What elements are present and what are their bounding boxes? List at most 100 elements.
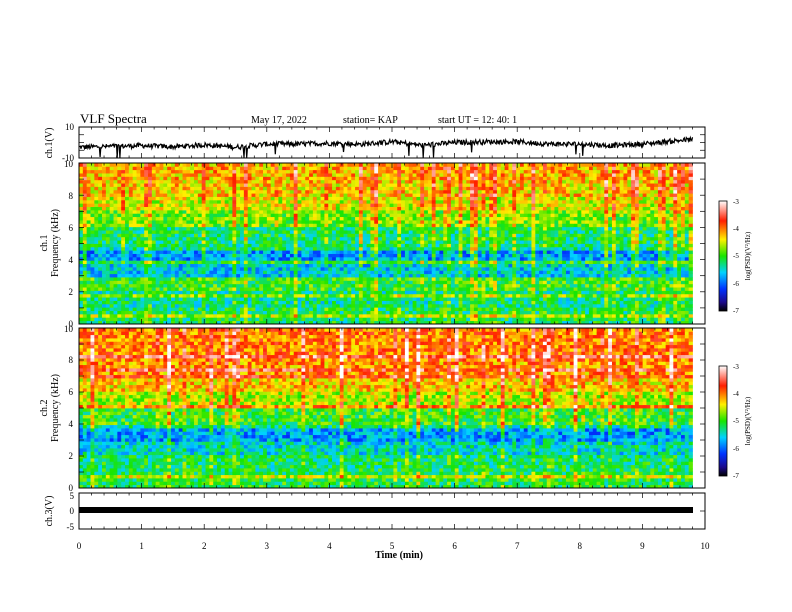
spectrogram-cell	[600, 236, 605, 241]
spectrogram-cell	[481, 260, 486, 265]
spectrogram-cell	[113, 297, 118, 301]
spectrogram-cell	[320, 303, 325, 308]
spectrogram-cell	[565, 253, 571, 258]
spectrogram-cell	[508, 223, 513, 228]
spectrogram-cell	[477, 233, 482, 238]
spectrogram-cell	[301, 310, 306, 315]
spectrogram-cell	[259, 297, 264, 301]
spectrogram-cell	[328, 273, 333, 278]
spectrogram-cell	[217, 233, 222, 238]
spectrogram-cell	[236, 317, 241, 322]
spectrogram-cell	[159, 240, 164, 244]
spectrogram-cell	[213, 273, 218, 278]
spectrogram-cell	[550, 320, 555, 325]
spectrogram-cell	[608, 273, 613, 278]
spectrogram-cell	[266, 293, 272, 298]
spectrogram-cell	[381, 233, 387, 238]
spectrogram-cell	[79, 320, 84, 325]
spectrogram-cell	[615, 293, 621, 298]
spectrogram-cell	[247, 256, 252, 261]
spectrogram-cell	[144, 266, 149, 271]
spectrogram-cell	[339, 297, 344, 301]
spectrogram-cell	[650, 283, 655, 288]
spectrogram-cell	[596, 253, 601, 258]
spectrogram-cell	[588, 280, 594, 285]
spectrogram-cell	[259, 313, 264, 318]
spectrogram-cell	[355, 317, 360, 322]
spectrogram-cell	[320, 250, 325, 254]
spectrogram-cell	[289, 317, 295, 322]
spectrogram-cell	[201, 283, 206, 288]
spectrogram-cell	[339, 233, 344, 238]
spectrogram-cell	[512, 283, 517, 288]
spectrogram-cell	[504, 307, 509, 311]
spectrogram-cell	[297, 280, 302, 285]
spectrogram-cell	[680, 236, 686, 241]
spectrogram-cell	[263, 233, 268, 238]
spectrogram-cell	[539, 280, 544, 285]
spectrogram-cell	[136, 226, 141, 231]
spectrogram-cell	[504, 230, 509, 234]
spectrogram-cell	[431, 307, 436, 311]
spectrogram-cell	[236, 230, 241, 234]
spectrogram-cell	[167, 246, 172, 251]
spectrogram-cell	[293, 313, 298, 318]
spectrogram-cell	[178, 303, 183, 308]
spectrogram-cell	[347, 270, 352, 275]
spectrogram-cell	[523, 240, 528, 244]
spectrogram-cell	[220, 223, 226, 228]
spectrogram-cell	[542, 277, 548, 281]
spectrogram-cell	[565, 223, 571, 228]
spectrogram-cell	[389, 293, 394, 298]
spectrogram-cell	[144, 297, 149, 301]
spectrogram-cell	[435, 236, 440, 241]
spectrogram-cell	[512, 230, 517, 234]
spectrogram-cell	[351, 246, 356, 251]
spectrogram-cell	[316, 263, 321, 268]
spectrogram-cell	[565, 320, 571, 325]
spectrogram-cell	[634, 223, 640, 228]
spectrogram-cell	[316, 303, 321, 308]
spectrogram-cell	[94, 230, 99, 234]
spectrogram-cell	[94, 303, 99, 308]
spectrogram-cell	[531, 240, 536, 244]
spectrogram-cell	[366, 236, 371, 241]
spectrogram-cell	[577, 263, 582, 268]
spectrogram-cell	[669, 250, 674, 254]
spectrogram-cell	[289, 277, 295, 281]
spectrogram-cell	[684, 310, 690, 315]
spectrogram-cell	[493, 320, 498, 325]
spectrogram-cell	[581, 260, 586, 265]
spectrogram-cell	[608, 287, 613, 291]
spectrogram-cell	[496, 260, 502, 265]
spectrogram-cell	[512, 320, 517, 325]
spectrogram-cell	[171, 256, 176, 261]
spectrogram-cell	[320, 233, 325, 238]
spectrogram-cell	[213, 230, 218, 234]
spectrogram-cell	[650, 280, 655, 285]
spectrogram-cell	[684, 303, 690, 308]
spectrogram-cell	[454, 313, 459, 318]
spectrogram-cell	[680, 250, 686, 254]
spectrogram-cell	[450, 273, 456, 278]
spectrogram-cell	[148, 233, 153, 238]
spectrogram-cell	[309, 243, 314, 248]
spectrogram-cell	[412, 226, 417, 231]
spectrogram-cell	[634, 246, 640, 251]
spectrogram-cell	[217, 277, 222, 281]
spectrogram-cell	[485, 307, 490, 311]
spectrogram-cell	[385, 303, 390, 308]
spectrogram-cell	[631, 297, 636, 301]
spectrogram-cell	[309, 266, 314, 271]
spectrogram-cell	[301, 250, 306, 254]
spectrogram-cell	[654, 233, 659, 238]
spectrogram-cell	[224, 240, 229, 244]
spectrogram-cell	[535, 266, 540, 271]
spectrogram-cell	[109, 260, 114, 265]
spectrogram-cell	[232, 290, 237, 295]
spectrogram-cell	[117, 250, 122, 254]
spectrogram-cell	[320, 280, 325, 285]
spectrogram-cell	[335, 263, 341, 268]
spectrogram-cell	[117, 260, 122, 265]
spectrogram-cell	[343, 300, 348, 305]
